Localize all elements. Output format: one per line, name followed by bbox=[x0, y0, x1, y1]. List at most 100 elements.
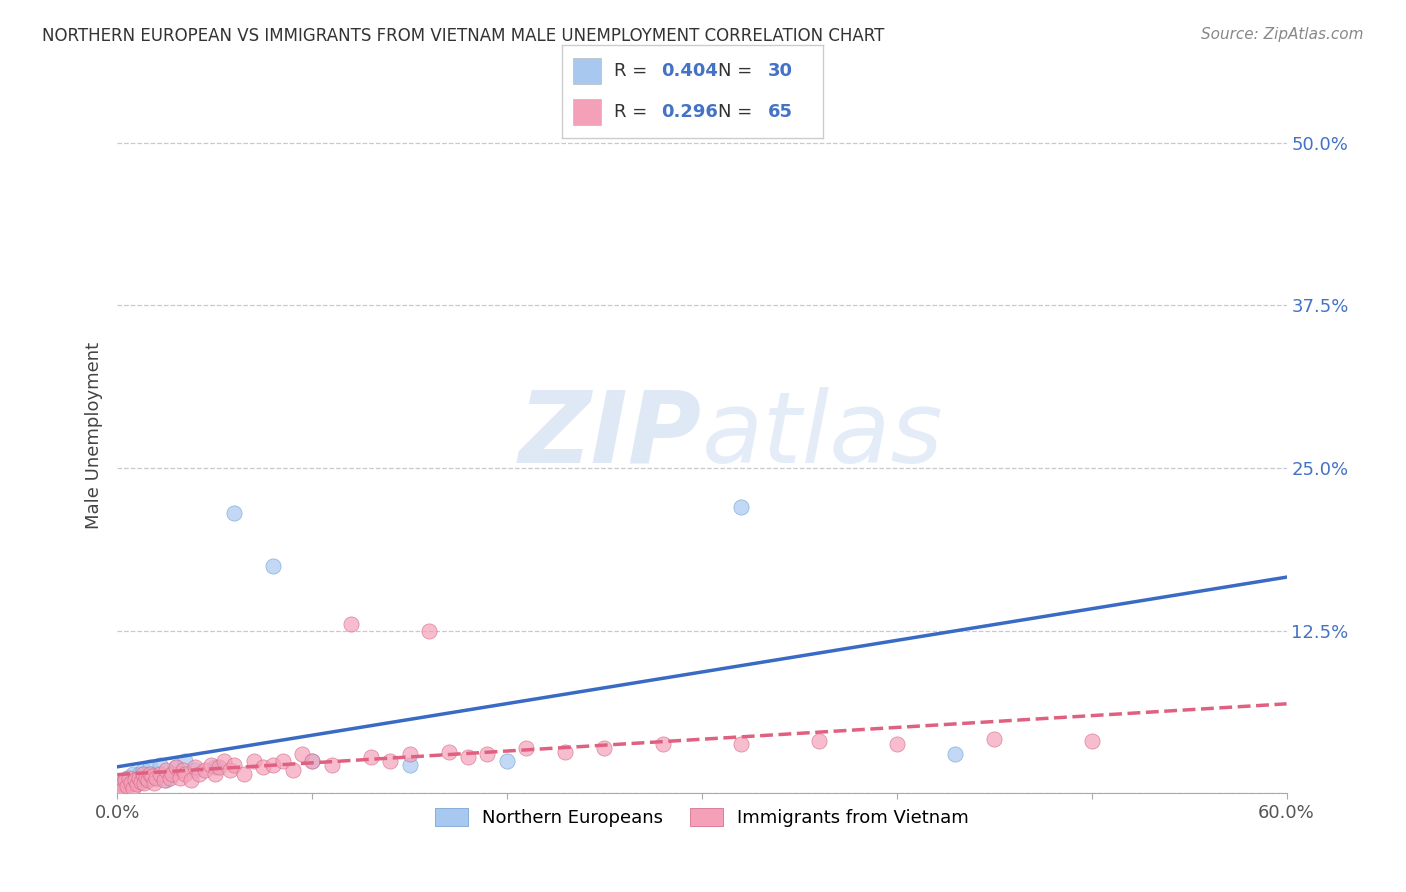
Point bbox=[180, 773, 202, 788]
Point bbox=[224, 507, 246, 521]
Point bbox=[112, 782, 135, 797]
Point bbox=[160, 767, 183, 781]
Point bbox=[139, 760, 162, 774]
Point bbox=[129, 773, 152, 788]
Point bbox=[134, 776, 156, 790]
Point bbox=[115, 771, 138, 785]
Point bbox=[301, 754, 323, 768]
Text: N =: N = bbox=[718, 103, 758, 121]
Point bbox=[135, 771, 157, 785]
Point bbox=[155, 763, 177, 777]
Point bbox=[204, 767, 226, 781]
Point bbox=[125, 777, 148, 791]
Text: 30: 30 bbox=[768, 62, 793, 79]
Point bbox=[418, 624, 440, 638]
Point bbox=[121, 767, 143, 781]
Point bbox=[262, 558, 284, 573]
Point bbox=[398, 757, 420, 772]
Point bbox=[118, 771, 141, 785]
Point bbox=[139, 767, 162, 781]
Point bbox=[200, 757, 222, 772]
Point bbox=[172, 763, 194, 777]
Point bbox=[554, 745, 576, 759]
Point bbox=[232, 767, 254, 781]
Point bbox=[128, 767, 150, 781]
Point bbox=[108, 780, 131, 794]
Point bbox=[141, 771, 163, 785]
Text: R =: R = bbox=[614, 62, 654, 79]
Text: ZIP: ZIP bbox=[519, 387, 702, 483]
Text: atlas: atlas bbox=[702, 387, 943, 483]
Point bbox=[138, 773, 160, 788]
Point bbox=[174, 754, 197, 768]
Point bbox=[398, 747, 420, 762]
Point bbox=[214, 754, 236, 768]
Point bbox=[730, 737, 752, 751]
Point bbox=[160, 767, 183, 781]
Point bbox=[943, 747, 966, 762]
Point bbox=[281, 763, 304, 777]
Point bbox=[477, 747, 499, 762]
Point bbox=[204, 760, 226, 774]
Point bbox=[886, 737, 908, 751]
Point bbox=[114, 773, 136, 788]
Point bbox=[188, 767, 211, 781]
Point bbox=[983, 731, 1005, 746]
Point bbox=[219, 763, 242, 777]
Point bbox=[141, 769, 163, 783]
Point bbox=[437, 745, 460, 759]
Point bbox=[224, 757, 246, 772]
Point bbox=[165, 760, 187, 774]
Point bbox=[1080, 734, 1102, 748]
Point bbox=[145, 767, 167, 781]
Point bbox=[174, 767, 197, 781]
Point bbox=[149, 757, 172, 772]
Text: 65: 65 bbox=[768, 103, 793, 121]
Point bbox=[110, 777, 132, 791]
Point bbox=[114, 773, 136, 788]
Point bbox=[207, 760, 229, 774]
Point bbox=[360, 750, 382, 764]
Point bbox=[457, 750, 479, 764]
Point bbox=[155, 773, 177, 788]
Point bbox=[194, 763, 217, 777]
Point bbox=[143, 776, 166, 790]
Point bbox=[651, 737, 673, 751]
Point bbox=[121, 781, 143, 796]
Legend: Northern Europeans, Immigrants from Vietnam: Northern Europeans, Immigrants from Viet… bbox=[427, 801, 976, 834]
Point bbox=[184, 763, 207, 777]
Point bbox=[115, 779, 138, 793]
Point bbox=[242, 754, 264, 768]
Point bbox=[153, 773, 176, 788]
Point bbox=[730, 500, 752, 514]
Point bbox=[340, 617, 363, 632]
Point bbox=[321, 757, 343, 772]
Point bbox=[129, 774, 152, 789]
Point bbox=[271, 754, 294, 768]
Point bbox=[128, 771, 150, 785]
Point bbox=[184, 760, 207, 774]
Text: 0.404: 0.404 bbox=[661, 62, 718, 79]
Point bbox=[120, 776, 142, 790]
Point bbox=[515, 740, 537, 755]
Point bbox=[262, 757, 284, 772]
Text: R =: R = bbox=[614, 103, 654, 121]
Text: 0.296: 0.296 bbox=[661, 103, 718, 121]
Point bbox=[124, 773, 146, 788]
Point bbox=[149, 767, 172, 781]
Point bbox=[125, 771, 148, 785]
Point bbox=[131, 767, 153, 781]
Point bbox=[496, 754, 519, 768]
Point bbox=[124, 776, 146, 790]
Point bbox=[593, 740, 616, 755]
Point bbox=[169, 771, 191, 785]
Text: Source: ZipAtlas.com: Source: ZipAtlas.com bbox=[1201, 27, 1364, 42]
Point bbox=[112, 776, 135, 790]
Point bbox=[378, 754, 401, 768]
Point bbox=[131, 763, 153, 777]
Point bbox=[807, 734, 830, 748]
Point bbox=[135, 771, 157, 785]
Text: NORTHERN EUROPEAN VS IMMIGRANTS FROM VIETNAM MALE UNEMPLOYMENT CORRELATION CHART: NORTHERN EUROPEAN VS IMMIGRANTS FROM VIE… bbox=[42, 27, 884, 45]
Point bbox=[301, 754, 323, 768]
Point bbox=[145, 771, 167, 785]
